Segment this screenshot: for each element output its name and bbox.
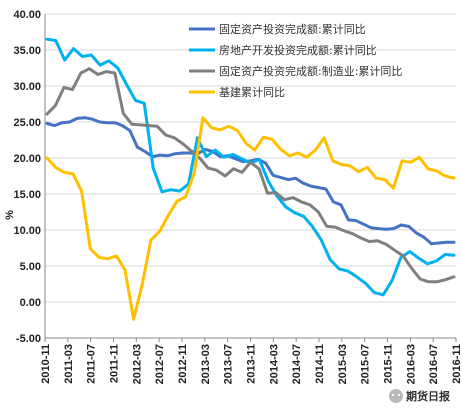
x-tick-label: 2016-11	[451, 344, 462, 384]
y-tick-label: 15.00	[13, 189, 41, 201]
x-tick-label: 2015-07	[360, 344, 372, 384]
y-tick-label: 25.00	[13, 117, 41, 129]
legend-label: 固定资产投资完成额:制造业:累计同比	[219, 64, 402, 78]
series-line-4	[45, 116, 456, 321]
x-axis-tick-labels: 2010-11 2011-03 2011-07 2011-11 2012-03 2012-…	[40, 344, 462, 384]
y-tick-label: 30.00	[13, 81, 41, 93]
x-tick-label: 2014-07	[291, 344, 303, 384]
y-tick-label: 0.00	[20, 297, 41, 309]
wechat-icon-dot	[391, 393, 395, 397]
x-tick-label: 2011-07	[86, 344, 98, 384]
x-tick-label: 2014-03	[268, 344, 280, 384]
x-tick-label: 2012-07	[154, 344, 166, 384]
axes	[44, 14, 457, 342]
legend-label: 房地产开发投资完成额:累计同比	[219, 43, 377, 57]
y-axis-unit-label: %	[4, 210, 16, 220]
y-tick-label: 10.00	[13, 225, 41, 237]
x-tick-label: 2015-03	[337, 344, 349, 384]
y-tick-label: 20.00	[13, 153, 41, 165]
x-tick-label: 2015-11	[383, 344, 395, 384]
wechat-icon-dot	[397, 393, 401, 397]
x-tick-label: 2012-03	[131, 344, 143, 384]
series-lines	[45, 37, 456, 321]
y-axis-tick-labels: 40.00 35.00 30.00 25.00 20.00 15.00 10.00 5.00 0…	[13, 9, 41, 345]
y-tick-label: -5.00	[16, 333, 41, 345]
series-line-1	[45, 116, 456, 246]
y-tick-label: 35.00	[13, 45, 41, 57]
x-tick-label: 2011-03	[63, 344, 75, 384]
y-tick-label: 5.00	[20, 261, 41, 273]
y-tick-label: 40.00	[13, 9, 41, 21]
x-tick-label: 2016-07	[428, 344, 440, 384]
wechat-icon	[389, 389, 403, 403]
x-tick-label: 2013-07	[223, 344, 235, 384]
x-tick-label: 2013-03	[200, 344, 212, 384]
series-line-3	[45, 67, 456, 284]
watermark: 期货日报	[389, 389, 451, 403]
x-tick-label: 2014-11	[314, 344, 326, 384]
legend: 固定资产投资完成额:累计同比房地产开发投资完成额:累计同比固定资产投资完成额:制…	[189, 22, 402, 99]
x-tick-label: 2012-11	[177, 344, 189, 384]
x-tick-label: 2016-03	[405, 344, 417, 384]
legend-label: 基建累计同比	[219, 85, 285, 99]
legend-label: 固定资产投资完成额:累计同比	[219, 22, 366, 36]
x-tick-label: 2010-11	[40, 344, 52, 384]
x-tick-label: 2013-11	[246, 344, 258, 384]
watermark-text: 期货日报	[406, 389, 451, 403]
x-tick-label: 2011-11	[109, 344, 121, 383]
